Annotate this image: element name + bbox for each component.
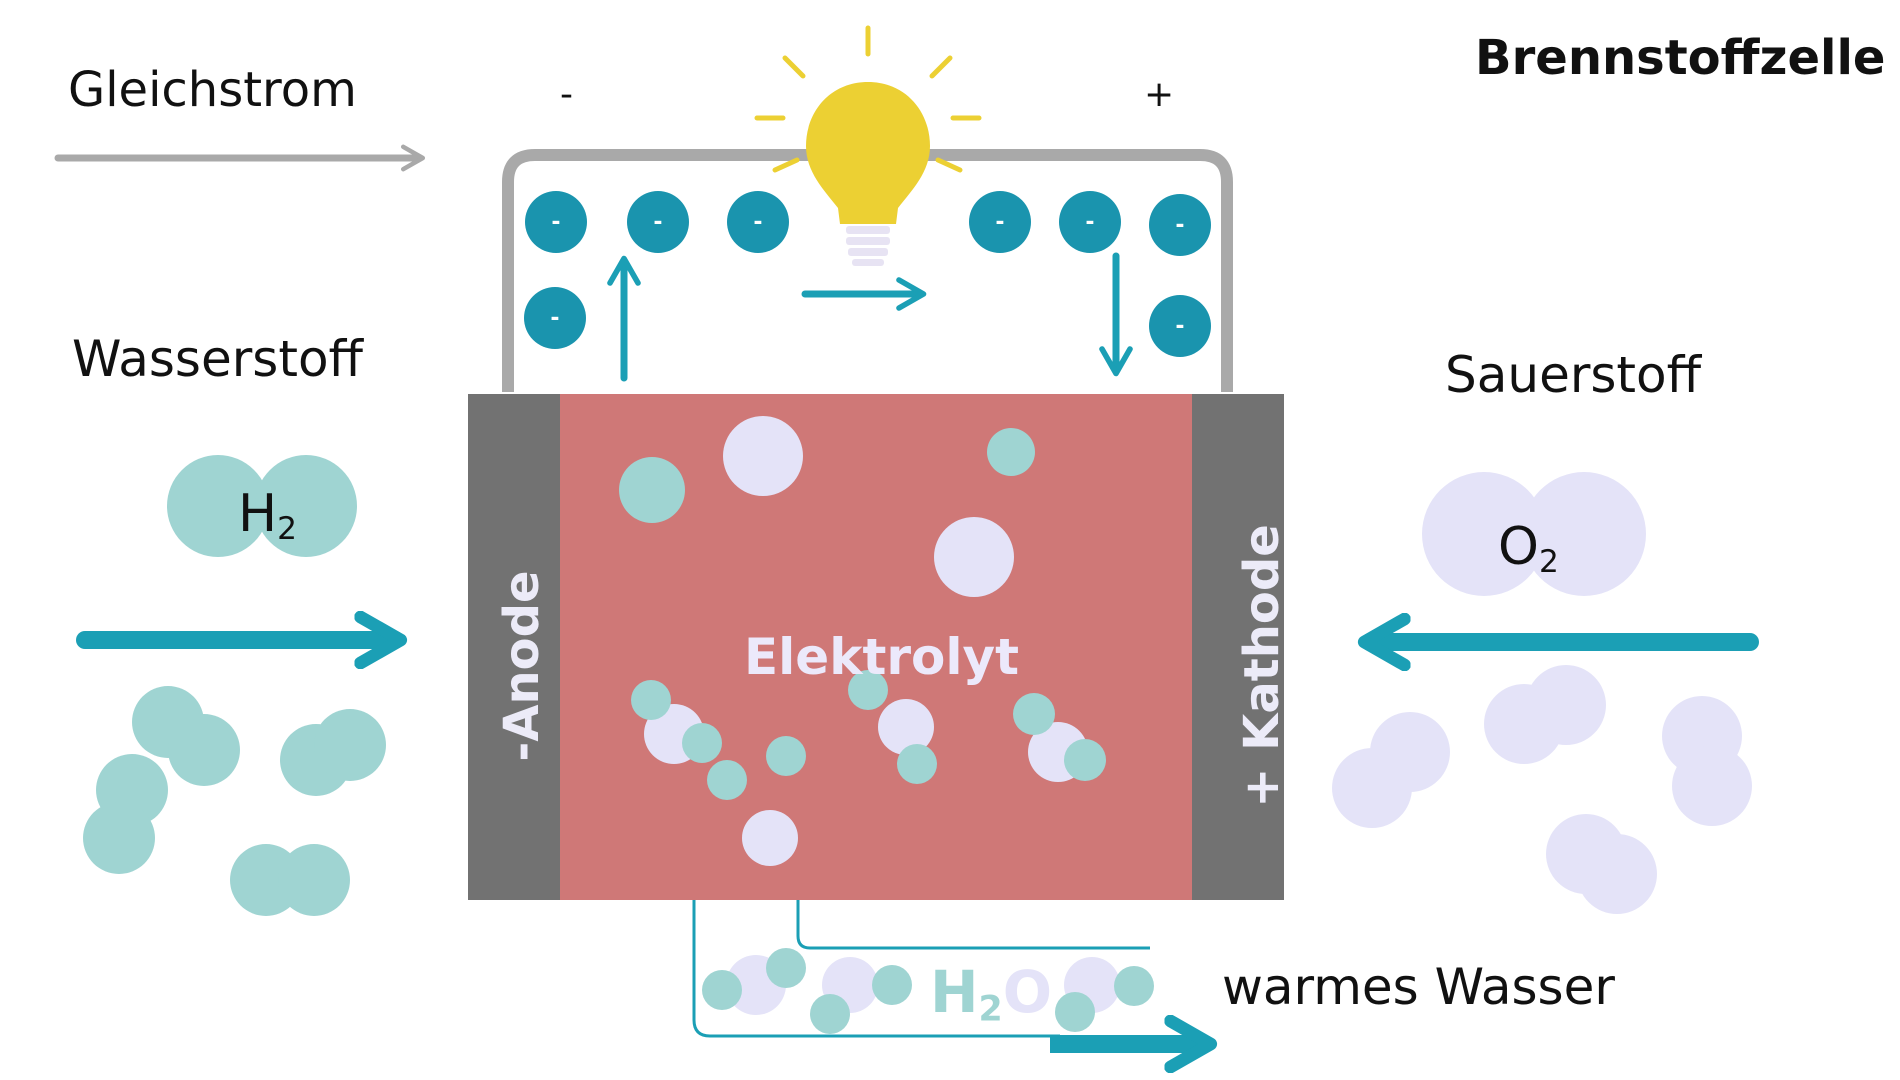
water-outlet-inner: [796, 900, 1150, 950]
water-outlet-channel: [692, 900, 1060, 1038]
electron-icon: -: [524, 287, 586, 349]
oxygen-molecule-icon: [1422, 472, 1646, 596]
hydrogen-label: Wasserstoff: [72, 330, 363, 388]
h2o-formula: H2O: [930, 958, 1053, 1030]
plus-terminal-label: +: [1144, 74, 1175, 115]
hydrogen-molecules: [83, 686, 386, 916]
light-bulb-icon: [754, 25, 982, 266]
warm-water-label: warmes Wasser: [1222, 958, 1615, 1016]
h2-formula: H2: [238, 484, 297, 547]
minus-terminal-label: -: [560, 74, 573, 115]
water-molecules: [631, 670, 1106, 866]
electron-icon: -: [1059, 191, 1121, 253]
diagram-title: Brennstoffzelle: [1475, 30, 1886, 86]
electron-icon: -: [525, 191, 587, 253]
svg-text:-: -: [653, 210, 662, 235]
electron-icon: -: [1149, 295, 1211, 357]
cathode-plate: [1192, 394, 1284, 900]
cathode-label: + Kathode: [1234, 524, 1290, 808]
electron-icon: -: [727, 191, 789, 253]
svg-text:-: -: [551, 210, 560, 235]
anode-label: -Anode: [494, 570, 550, 762]
current-label: Gleichstrom: [68, 62, 357, 118]
outlet-water-molecules: [702, 948, 1154, 1034]
svg-text:-: -: [1085, 210, 1094, 235]
electrolyte-particles: [619, 416, 1035, 597]
svg-text:-: -: [753, 210, 762, 235]
electron-icon: -: [627, 191, 689, 253]
anode-plate: [468, 394, 560, 900]
electrolyte-label: Elektrolyt: [744, 628, 1019, 686]
svg-text:-: -: [1175, 213, 1184, 238]
oxygen-label: Sauerstoff: [1445, 346, 1702, 404]
electron-icon: -: [1149, 194, 1211, 256]
water-molecule: [742, 810, 798, 866]
electron-icon: -: [969, 191, 1031, 253]
svg-text:-: -: [550, 306, 559, 331]
water-molecule: [878, 699, 934, 755]
svg-text:-: -: [1175, 314, 1184, 339]
svg-text:-: -: [995, 210, 1004, 235]
oxygen-molecules: [1332, 665, 1752, 914]
o2-formula: O2: [1498, 517, 1559, 580]
hydrogen-molecule-icon: [167, 455, 357, 557]
